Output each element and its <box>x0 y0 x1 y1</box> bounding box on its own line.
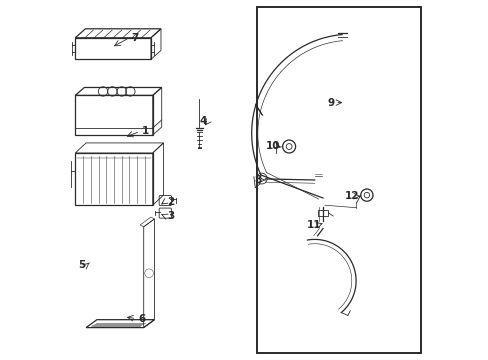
Text: 8: 8 <box>254 175 261 185</box>
Text: 7: 7 <box>131 33 138 43</box>
Text: 9: 9 <box>326 98 334 108</box>
Text: 5: 5 <box>78 260 85 270</box>
Text: 1: 1 <box>142 126 149 136</box>
Bar <box>317 210 328 216</box>
Text: 11: 11 <box>306 220 320 230</box>
Bar <box>257 7 420 353</box>
Text: 12: 12 <box>345 191 359 201</box>
Text: 10: 10 <box>265 141 279 151</box>
Text: 4: 4 <box>199 116 206 126</box>
Text: 3: 3 <box>167 211 174 221</box>
Text: 6: 6 <box>138 314 145 324</box>
Text: 2: 2 <box>167 197 174 207</box>
